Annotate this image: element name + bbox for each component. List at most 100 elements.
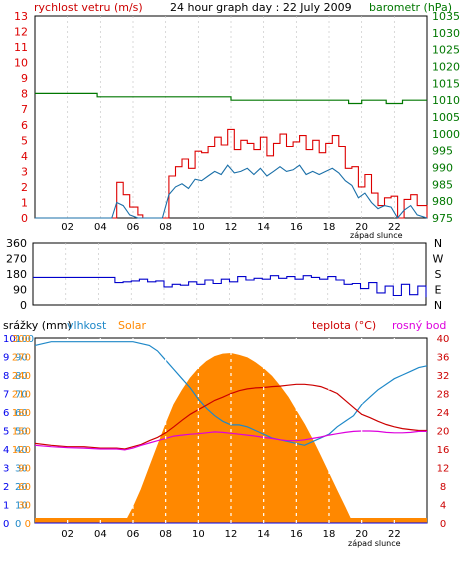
wind-axis-title: rychlost vetru (m/s) — [34, 1, 143, 14]
rain-y-tick: 7 — [3, 390, 9, 401]
p1-x-tick: 12 — [225, 222, 238, 233]
wind-y-tick: 0 — [21, 212, 28, 225]
wind-y-tick: 3 — [21, 165, 28, 178]
wind-y-tick: 11 — [14, 41, 28, 54]
direction-y-tick: 180 — [6, 268, 27, 281]
solar-y-tick: 240 — [12, 371, 31, 382]
solar-axis-title: Solar — [118, 319, 147, 332]
sunset-label: západ slunce — [350, 231, 403, 240]
p3-x-tick: 18 — [323, 529, 336, 540]
p1-x-tick: 22 — [388, 222, 401, 233]
solar-y-tick: 180 — [12, 408, 31, 419]
temperature-y-tick: 0 — [440, 519, 446, 530]
chart-title: 24 hour graph day : 22 July 2009 — [170, 1, 352, 14]
temperature-series — [34, 383, 427, 450]
temperature-y-tick: 20 — [437, 427, 450, 438]
p1-x-tick: 10 — [192, 222, 205, 233]
wind-gust-series — [35, 128, 428, 219]
compass-label: N — [434, 237, 442, 250]
temperature-y-tick: 8 — [440, 482, 446, 493]
wind-y-tick: 13 — [14, 10, 28, 23]
humidity-y-tick: 0 — [15, 519, 21, 530]
rain-y-tick: 5 — [3, 427, 9, 438]
wind-direction-series — [33, 275, 427, 298]
p1-x-tick: 06 — [127, 222, 140, 233]
sunset-label-bottom: západ slunce — [348, 539, 401, 548]
p3-x-tick: 08 — [159, 529, 172, 540]
baro-y-tick: 985 — [432, 178, 453, 191]
p3-x-tick: 16 — [290, 529, 303, 540]
baro-y-tick: 1000 — [432, 128, 460, 141]
baro-y-tick: 1025 — [432, 44, 460, 57]
solar-y-tick: 210 — [12, 390, 31, 401]
p1-x-tick: 04 — [94, 222, 107, 233]
direction-y-tick: 90 — [13, 284, 27, 297]
p1-x-tick: 16 — [290, 222, 303, 233]
humidity-y-tick: 40 — [15, 445, 28, 456]
wind-y-tick: 12 — [14, 26, 28, 39]
barometer-series — [35, 92, 427, 105]
p3-x-tick: 14 — [257, 529, 270, 540]
rain-y-tick: 2 — [3, 482, 9, 493]
solar-y-tick: 90 — [18, 464, 31, 475]
humidity-y-tick: 10 — [15, 501, 28, 512]
humidity-y-tick: 100 — [15, 334, 34, 345]
direction-y-tick: 0 — [20, 299, 27, 312]
wind-y-tick: 10 — [14, 57, 28, 70]
wind-y-tick: 4 — [21, 150, 28, 163]
wind-y-tick: 5 — [21, 134, 28, 147]
p3-x-tick: 06 — [127, 529, 140, 540]
p1-x-tick: 02 — [61, 222, 74, 233]
baro-y-tick: 980 — [432, 195, 453, 208]
compass-label: E — [435, 284, 442, 297]
baro-y-tick: 975 — [432, 212, 453, 225]
p3-x-tick: 20 — [355, 529, 368, 540]
baro-y-tick: 990 — [432, 162, 453, 175]
temperature-y-tick: 28 — [437, 390, 450, 401]
rain-y-tick: 0 — [3, 519, 9, 530]
baro-y-tick: 995 — [432, 145, 453, 158]
p3-x-tick: 02 — [61, 529, 74, 540]
rain-y-tick: 6 — [3, 408, 9, 419]
rain-humidity-solar-temp-panel: srážky (mm) vlhkost Solar teplota (°C) r… — [3, 319, 449, 548]
p3-x-tick: 12 — [225, 529, 238, 540]
wind-y-tick: 7 — [21, 103, 28, 116]
temperature-y-tick: 40 — [437, 334, 450, 345]
temperature-y-tick: 24 — [437, 408, 450, 419]
wind-y-tick: 6 — [21, 119, 28, 132]
p3-x-tick: 10 — [192, 529, 205, 540]
rain-y-tick: 3 — [3, 464, 9, 475]
humidity-series — [34, 341, 428, 446]
solar-y-tick: 30 — [18, 501, 31, 512]
dewpoint-axis-title: rosný bod — [392, 319, 446, 332]
solar-y-tick: 270 — [12, 353, 31, 364]
temperature-y-tick: 4 — [440, 501, 446, 512]
humidity-y-tick: 90 — [15, 353, 28, 364]
temperature-axis-title: teplota (°C) — [312, 319, 376, 332]
humidity-y-tick: 60 — [15, 408, 28, 419]
rain-axis-title: srážky (mm) — [3, 319, 72, 332]
compass-label: N — [434, 299, 442, 312]
rain-y-tick: 8 — [3, 371, 9, 382]
p1-x-tick: 18 — [323, 222, 336, 233]
baro-y-tick: 1015 — [432, 77, 460, 90]
baro-y-tick: 1030 — [432, 27, 460, 40]
humidity-y-tick: 30 — [15, 464, 28, 475]
rain-y-tick: 1 — [3, 501, 9, 512]
p1-x-tick: 20 — [355, 222, 368, 233]
solar-y-tick: 120 — [12, 445, 31, 456]
humidity-y-tick: 70 — [15, 390, 28, 401]
rain-y-tick: 9 — [3, 353, 9, 364]
direction-y-tick: 270 — [6, 253, 27, 266]
p3-x-tick: 04 — [94, 529, 107, 540]
compass-label: W — [433, 253, 444, 266]
solar-y-tick: 60 — [18, 482, 31, 493]
direction-y-tick: 360 — [6, 237, 27, 250]
temperature-y-tick: 12 — [437, 464, 450, 475]
compass-label: S — [435, 268, 442, 281]
p1-x-tick: 14 — [257, 222, 270, 233]
baro-y-tick: 1035 — [432, 10, 460, 23]
